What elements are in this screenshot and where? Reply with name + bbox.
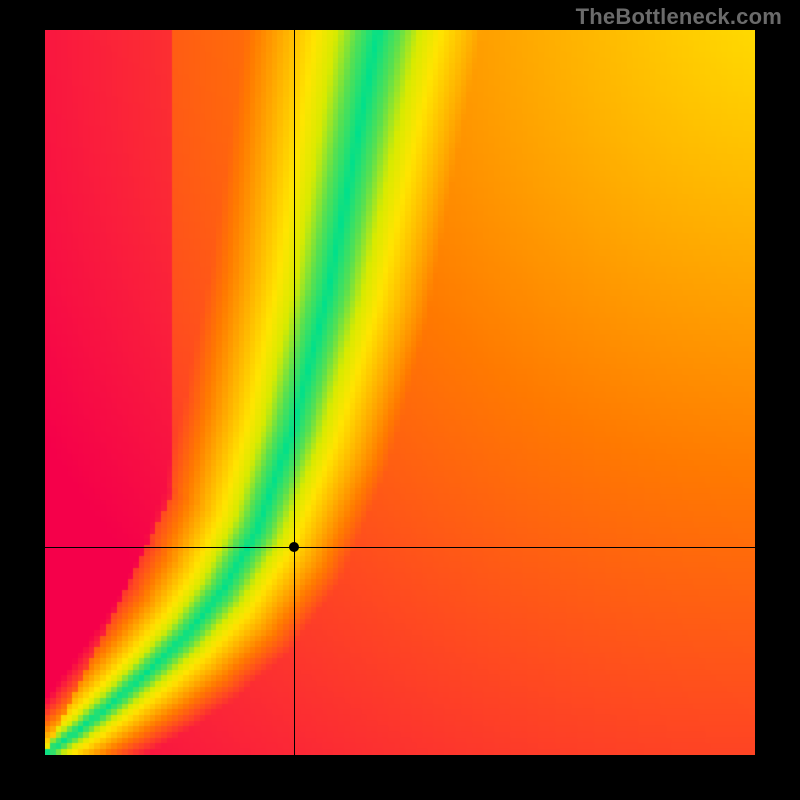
- data-point-marker: [289, 542, 299, 552]
- crosshair-horizontal: [45, 547, 755, 548]
- watermark-label: TheBottleneck.com: [576, 4, 782, 30]
- crosshair-vertical: [294, 30, 295, 755]
- heatmap-plot: [45, 30, 755, 755]
- figure-root: TheBottleneck.com: [0, 0, 800, 800]
- heatmap-canvas: [45, 30, 755, 755]
